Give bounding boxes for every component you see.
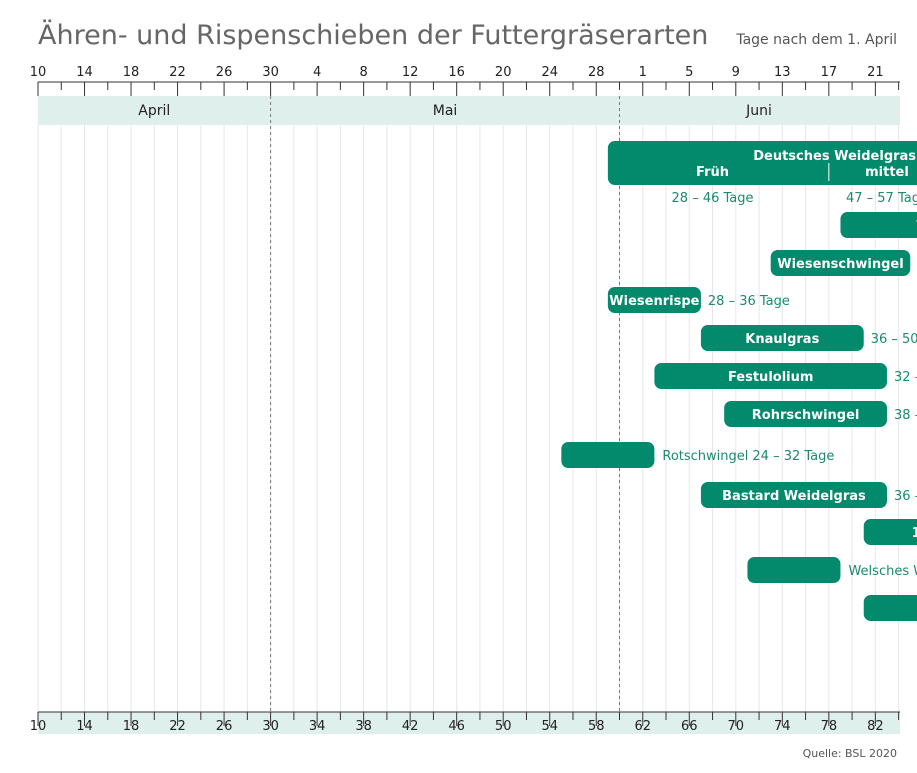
- chart-title: Ähren- und Rispenschieben der Futtergräs…: [38, 19, 708, 51]
- bar-label: Knaulgras: [745, 332, 819, 347]
- bar: [607, 287, 701, 313]
- top-tick-label: 20: [495, 65, 512, 80]
- segment-label: Früh: [696, 165, 729, 180]
- bottom-tick-label: 74: [774, 719, 791, 734]
- bottom-tick-label: 58: [588, 719, 605, 734]
- bar-label: Festulolium: [728, 370, 813, 385]
- bottom-tick-label: 70: [728, 719, 745, 734]
- bar-label: Rohrschwingel: [752, 408, 860, 423]
- bar-label: Rotschwingel: [662, 449, 748, 464]
- bottom-tick-label: 50: [495, 719, 512, 734]
- bar: [700, 482, 887, 508]
- top-tick-label: 12: [402, 65, 419, 80]
- bar: [654, 363, 887, 389]
- range-label: 24 – 32 Tage: [752, 449, 834, 464]
- bottom-tick-label: 82: [867, 719, 884, 734]
- bottom-tick-label: 38: [355, 719, 372, 734]
- top-tick-label: 26: [216, 65, 233, 80]
- top-tick-label: 13: [774, 65, 791, 80]
- bottom-tick-label: 54: [541, 719, 558, 734]
- bars-layer: Deutsches Weidelgras Früh 28 – 46 Tage mitt…: [561, 141, 917, 621]
- bar: [747, 557, 841, 583]
- bottom-tick-label: 22: [169, 719, 186, 734]
- chart-subtitle: Tage nach dem 1. April: [735, 32, 897, 48]
- bar-label: Bastard Weidelgras: [722, 489, 866, 504]
- range-label: 32 – 52 Tage: [894, 370, 917, 385]
- bar-label: Deutsches Weidelgras: [753, 149, 916, 164]
- top-tick-label: 24: [541, 65, 558, 80]
- bottom-tick-label: 34: [309, 719, 326, 734]
- bottom-tick-label: 10: [30, 719, 47, 734]
- bottom-tick-label: 18: [123, 719, 140, 734]
- top-tick-label: 14: [76, 65, 93, 80]
- month-band: [38, 96, 900, 125]
- bar-label: Wiesenlieschgras: [916, 219, 917, 234]
- bottom-tick-label: 46: [448, 719, 465, 734]
- bar: [700, 325, 864, 351]
- bar: [840, 212, 917, 238]
- top-tick-label: 30: [262, 65, 279, 80]
- month-label: April: [138, 103, 170, 119]
- bar: [863, 595, 917, 621]
- range-label: 36 – 52 Tage: [894, 489, 917, 504]
- bar-label: Wiesenrispe: [609, 294, 699, 309]
- bar: [770, 250, 911, 276]
- bar: [561, 442, 655, 468]
- bar-label: Welsches Weidelgras: [848, 564, 917, 579]
- top-tick-label: 4: [313, 65, 321, 80]
- top-tick-label: 16: [448, 65, 465, 80]
- top-tick-label: 5: [685, 65, 693, 80]
- month-label: Mai: [433, 103, 458, 119]
- top-tick-label: 17: [821, 65, 838, 80]
- bottom-tick-label: 66: [681, 719, 698, 734]
- top-tick-label: 1: [639, 65, 647, 80]
- month-label: Juni: [745, 103, 772, 119]
- bottom-tick-label: 62: [634, 719, 651, 734]
- bottom-tick-label: 42: [402, 719, 419, 734]
- top-tick-label: 10: [30, 65, 47, 80]
- bottom-tick-label: 14: [76, 719, 93, 734]
- source-note: Quelle: BSL 2020: [803, 747, 897, 760]
- range-label: 36 – 50 Tage: [871, 332, 917, 347]
- bottom-axis-band: [38, 712, 900, 734]
- bottom-tick-label: 26: [216, 719, 233, 734]
- range-label: 38 – 52 Tage: [894, 408, 917, 423]
- top-tick-label: 21: [867, 65, 884, 80]
- top-tick-label: 22: [169, 65, 186, 80]
- bar: [607, 141, 917, 185]
- range-label: 28 – 46 Tage: [672, 191, 754, 206]
- segment-label: mittel: [865, 165, 909, 180]
- bar-label: 1-jähriges Weidelgras: [912, 526, 917, 541]
- top-tick-label: 18: [123, 65, 140, 80]
- range-label: 28 – 36 Tage: [708, 294, 790, 309]
- bottom-tick-label: 78: [821, 719, 838, 734]
- bar: [863, 519, 917, 545]
- bottom-tick-label: 30: [262, 719, 279, 734]
- bar: [724, 401, 887, 427]
- top-tick-label: 28: [588, 65, 605, 80]
- top-tick-label: 8: [359, 65, 367, 80]
- range-label: 47 – 57 Tage: [846, 191, 917, 206]
- axes-layer: 10 14 18 22 26 30 4 8 12 16 20 24 28 1 5 9 13 17 21 10 14 18 2…: [30, 65, 900, 734]
- top-tick-label: 9: [732, 65, 740, 80]
- bar-label: Wiesenschwingel: [777, 257, 903, 272]
